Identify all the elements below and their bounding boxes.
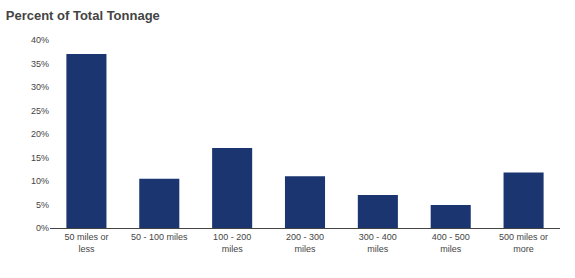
svg-text:35%: 35%	[31, 59, 49, 69]
svg-text:25%: 25%	[31, 106, 49, 116]
svg-text:50 miles orless: 50 miles orless	[64, 232, 108, 254]
svg-text:20%: 20%	[31, 129, 49, 139]
svg-text:40%: 40%	[31, 35, 49, 45]
svg-text:300 - 400miles: 300 - 400miles	[359, 232, 397, 254]
svg-text:15%: 15%	[31, 153, 49, 163]
svg-text:500 miles ormore: 500 miles ormore	[499, 232, 548, 254]
svg-text:Percent of Total Tonnage: Percent of Total Tonnage	[6, 8, 160, 23]
svg-text:200 - 300miles: 200 - 300miles	[286, 232, 324, 254]
svg-text:400 - 500miles: 400 - 500miles	[432, 232, 470, 254]
svg-text:0%: 0%	[36, 223, 49, 233]
svg-text:5%: 5%	[36, 200, 49, 210]
svg-text:10%: 10%	[31, 176, 49, 186]
svg-text:100 - 200miles: 100 - 200miles	[213, 232, 251, 254]
svg-text:30%: 30%	[31, 82, 49, 92]
svg-text:50 - 100 miles: 50 - 100 miles	[131, 232, 188, 242]
